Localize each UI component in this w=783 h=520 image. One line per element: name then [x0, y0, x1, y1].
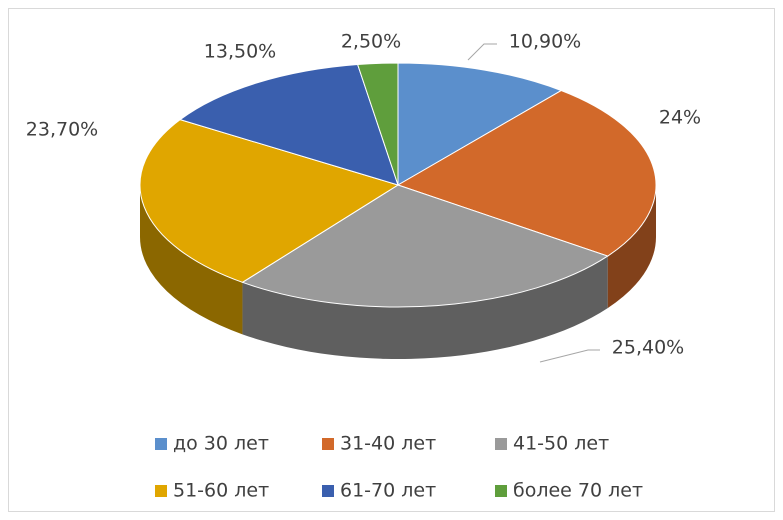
data-label: 23,70% [26, 119, 98, 141]
slice [397, 62, 563, 186]
legend-swatch [322, 438, 334, 450]
legend-label: 31-40 лет [340, 433, 436, 455]
legend-label: более 70 лет [513, 480, 643, 502]
legend-label: 61-70 лет [340, 480, 436, 502]
data-label: 24% [659, 107, 701, 129]
legend-label: 41-50 лет [513, 433, 609, 455]
legend-label: до 30 лет [173, 433, 269, 455]
slice [139, 119, 400, 283]
data-label: 10,90% [509, 31, 581, 53]
data-label: 13,50% [204, 41, 276, 63]
slice-side [140, 185, 243, 335]
legend-swatch [495, 485, 507, 497]
slice [179, 63, 399, 186]
legend-swatch [495, 438, 507, 450]
slice-side [242, 256, 608, 359]
legend-swatch [322, 485, 334, 497]
legend-swatch [155, 438, 167, 450]
slice [356, 62, 399, 186]
leader-line [539, 349, 600, 363]
data-label: 25,40% [612, 337, 684, 359]
data-label: 2,50% [341, 31, 401, 53]
legend-swatch [155, 485, 167, 497]
leader-line [467, 43, 497, 61]
slice [396, 89, 657, 257]
slice [241, 184, 609, 308]
slice-side [607, 185, 656, 309]
legend-label: 51-60 лет [173, 480, 269, 502]
